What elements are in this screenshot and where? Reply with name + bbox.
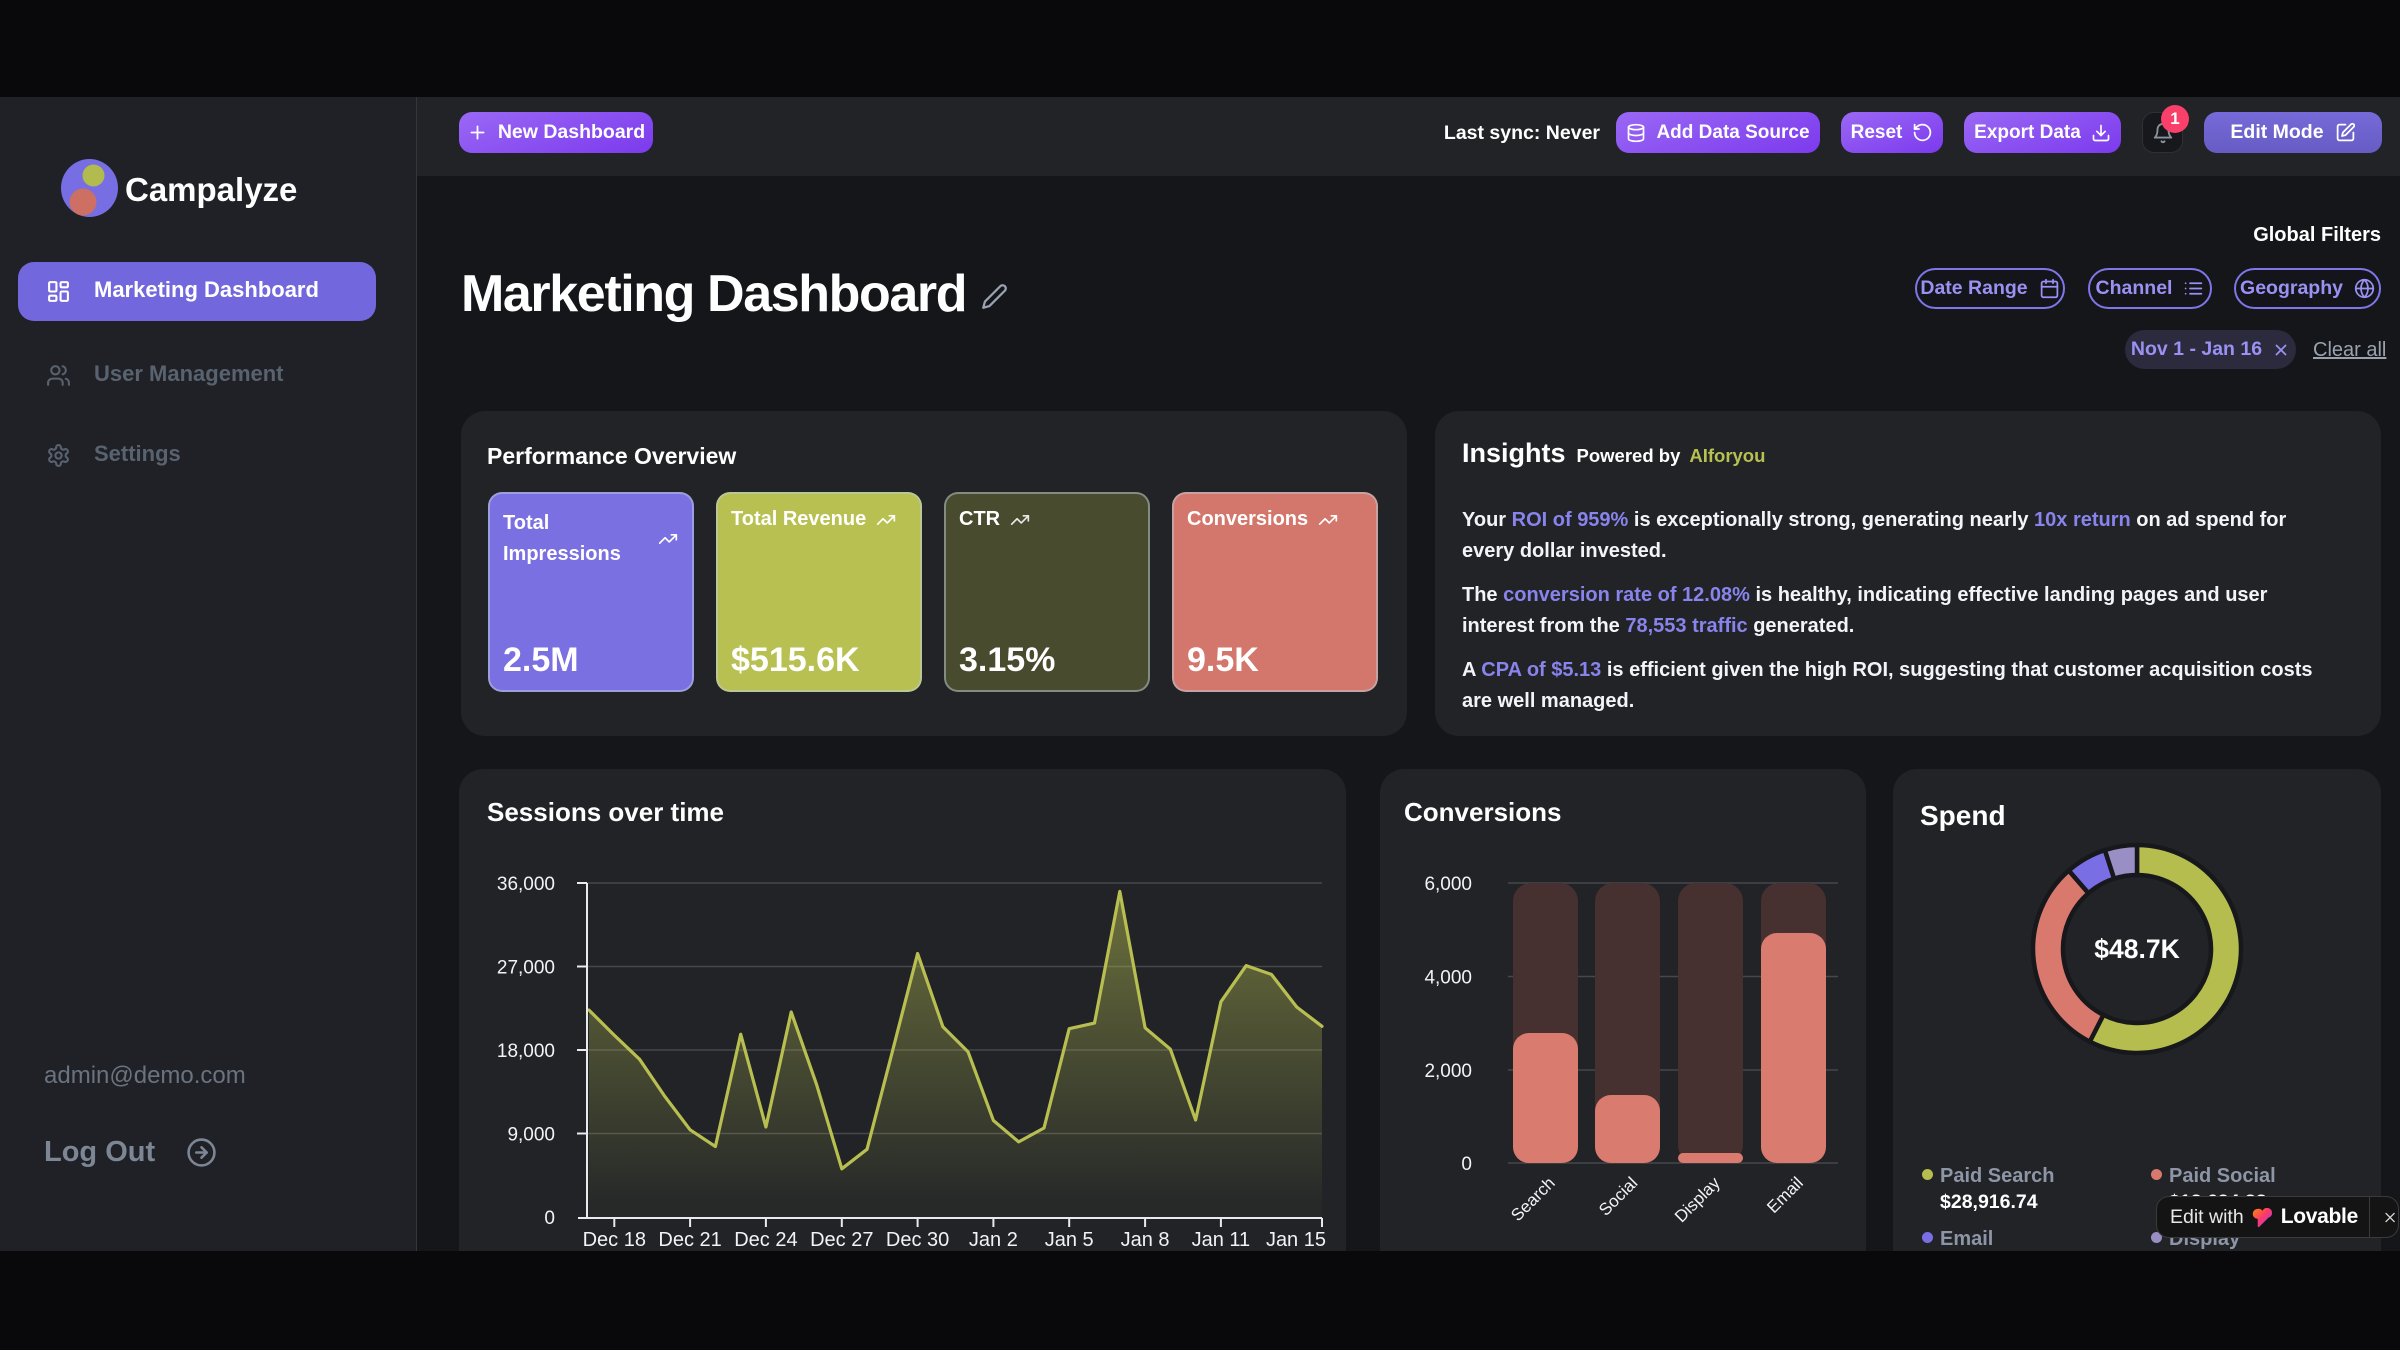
svg-text:36,000: 36,000 xyxy=(497,874,555,895)
svg-text:Jan 11: Jan 11 xyxy=(1192,1229,1251,1251)
svg-text:Jan 5: Jan 5 xyxy=(1045,1229,1094,1251)
svg-text:Jan 8: Jan 8 xyxy=(1121,1229,1170,1251)
svg-text:Dec 30: Dec 30 xyxy=(886,1229,949,1251)
svg-text:Email: Email xyxy=(1763,1173,1806,1216)
svg-text:Dec 24: Dec 24 xyxy=(734,1229,797,1251)
svg-text:9,000: 9,000 xyxy=(507,1125,555,1146)
svg-text:Search: Search xyxy=(1507,1173,1559,1225)
svg-text:0: 0 xyxy=(1461,1154,1472,1175)
svg-text:18,000: 18,000 xyxy=(497,1041,555,1062)
svg-text:27,000: 27,000 xyxy=(497,958,555,979)
svg-text:2,000: 2,000 xyxy=(1424,1061,1472,1082)
svg-text:Jan 2: Jan 2 xyxy=(969,1229,1018,1251)
svg-text:Dec 21: Dec 21 xyxy=(658,1229,721,1251)
svg-text:0: 0 xyxy=(544,1208,555,1229)
svg-text:$48.7K: $48.7K xyxy=(2094,934,2179,964)
svg-text:Dec 18: Dec 18 xyxy=(583,1229,646,1251)
svg-text:Jan 15: Jan 15 xyxy=(1266,1229,1326,1251)
svg-text:6,000: 6,000 xyxy=(1424,874,1472,895)
svg-text:Social: Social xyxy=(1595,1173,1641,1219)
svg-text:Dec 27: Dec 27 xyxy=(810,1229,873,1251)
svg-text:4,000: 4,000 xyxy=(1424,968,1472,989)
svg-text:Display: Display xyxy=(1671,1173,1724,1226)
